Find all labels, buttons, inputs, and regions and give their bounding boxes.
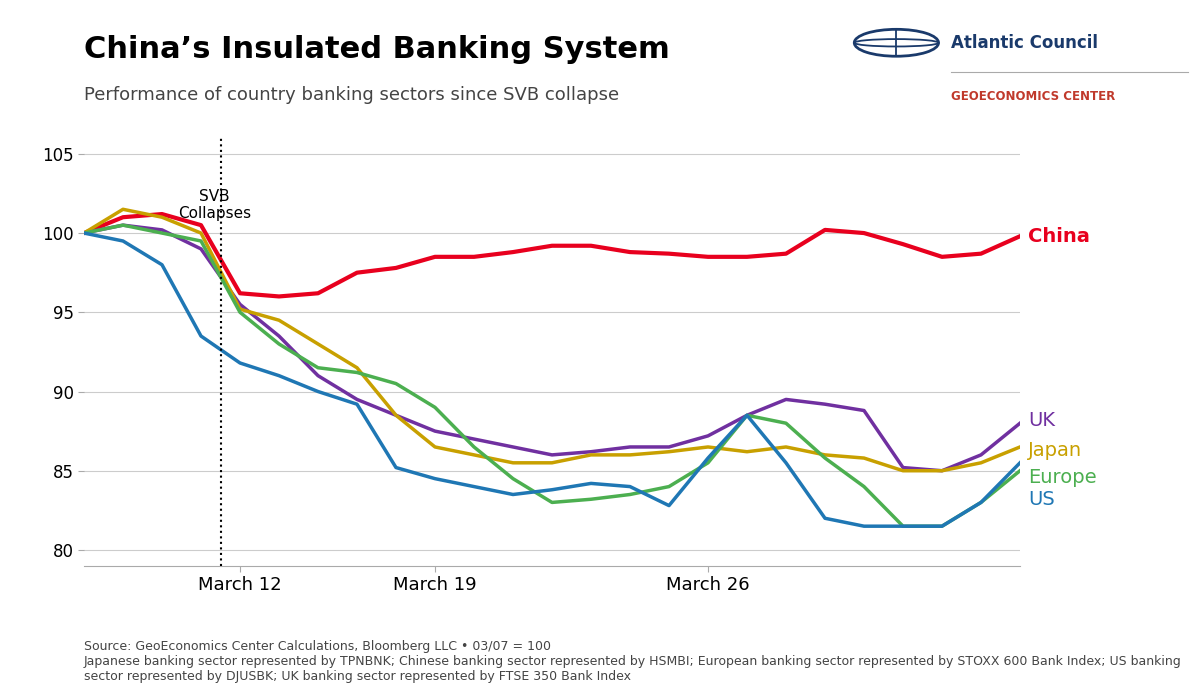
Text: UK: UK <box>1027 411 1055 430</box>
Text: SVB
Collapses: SVB Collapses <box>178 188 251 221</box>
Text: Europe: Europe <box>1027 468 1097 486</box>
Text: Source: GeoEconomics Center Calculations, Bloomberg LLC • 03/07 = 100
Japanese b: Source: GeoEconomics Center Calculations… <box>84 640 1182 683</box>
Text: Atlantic Council: Atlantic Council <box>952 34 1098 52</box>
Text: China: China <box>1027 227 1090 246</box>
Text: Performance of country banking sectors since SVB collapse: Performance of country banking sectors s… <box>84 86 619 104</box>
Text: GEOECONOMICS CENTER: GEOECONOMICS CENTER <box>952 90 1116 103</box>
Text: Japan: Japan <box>1027 441 1082 460</box>
Text: China’s Insulated Banking System: China’s Insulated Banking System <box>84 34 670 63</box>
Text: US: US <box>1027 490 1055 509</box>
